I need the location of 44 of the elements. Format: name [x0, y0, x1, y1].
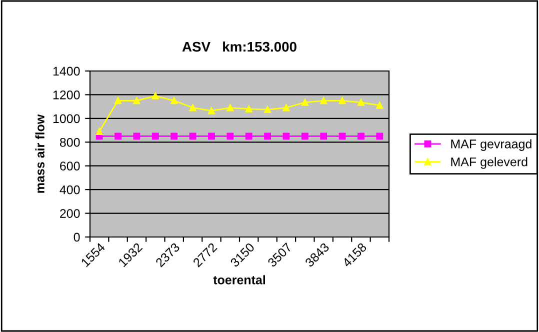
point — [376, 102, 384, 109]
point — [133, 132, 140, 140]
point — [96, 128, 103, 135]
point — [226, 132, 234, 140]
point — [320, 132, 328, 140]
chart-title: ASV km:153.000 — [182, 41, 296, 52]
y-axis-title: mass air flow — [35, 114, 44, 193]
y-tick-label: 600 — [60, 162, 80, 171]
point — [226, 104, 234, 112]
legend-label: MAF gevraagd — [451, 139, 532, 151]
point — [170, 97, 178, 104]
point — [245, 105, 252, 112]
point — [170, 132, 178, 140]
point — [376, 132, 384, 140]
point — [338, 97, 346, 104]
point — [208, 132, 215, 140]
y-tick-label: 1400 — [53, 66, 80, 76]
y-tick-label: 1200 — [53, 90, 80, 100]
point — [114, 97, 122, 104]
point — [282, 132, 290, 140]
point — [338, 132, 346, 140]
point — [357, 132, 364, 140]
legend-label: MAF geleverd — [451, 157, 528, 169]
y-tick-label: 400 — [60, 185, 80, 194]
point — [320, 97, 328, 104]
y-tick-label: 0 — [74, 232, 80, 242]
point — [152, 132, 159, 140]
point — [208, 107, 215, 114]
point — [152, 92, 159, 100]
point — [357, 98, 364, 106]
point — [264, 106, 272, 114]
point — [264, 132, 272, 140]
point — [282, 104, 290, 112]
y-tick-label: 800 — [60, 138, 80, 147]
x-axis-title: toerental — [213, 275, 266, 284]
y-tick-label: 1000 — [53, 114, 80, 124]
point — [189, 132, 196, 140]
point — [301, 98, 308, 106]
point — [114, 132, 122, 140]
point — [133, 97, 140, 104]
point — [301, 132, 308, 140]
point — [245, 132, 252, 140]
point — [189, 104, 196, 112]
y-tick-label: 200 — [60, 209, 80, 218]
